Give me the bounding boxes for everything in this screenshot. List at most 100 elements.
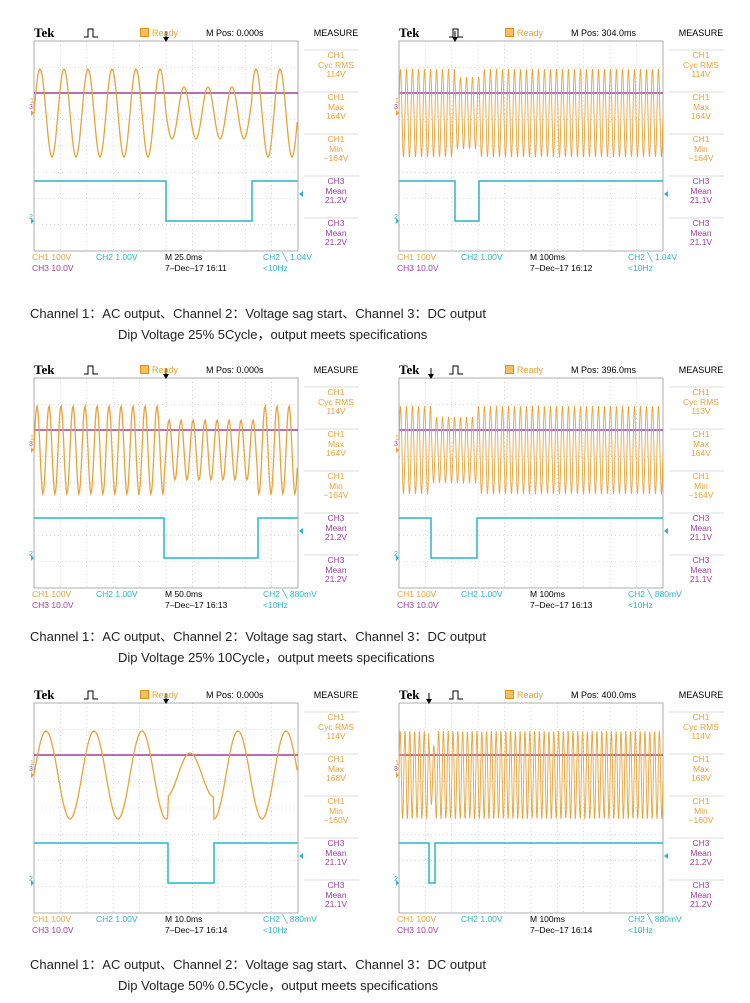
ch1-scale: CH1 100V xyxy=(32,589,72,599)
measurement-value: 164V xyxy=(326,111,346,121)
measurement-value: 164V xyxy=(691,111,711,121)
figure-caption: Channel 1：AC output、Channel 2：Voltage sa… xyxy=(30,954,486,996)
measurement-readout: CH3 Mean 21.1V xyxy=(313,880,359,910)
ch1-level-arrow xyxy=(396,447,399,453)
measurement-channel: CH1 xyxy=(327,471,345,481)
measurement-channel: CH3 xyxy=(327,513,345,523)
m-pos-readout: M Pos: 304.0ms xyxy=(571,28,637,38)
ch2-ground-marker: 2 xyxy=(394,551,398,558)
ch1-ground-marker: 1 xyxy=(30,435,34,442)
ch2-level-arrow xyxy=(396,555,399,561)
caption-line-1: Channel 1：AC output、Channel 2：Voltage sa… xyxy=(30,957,486,972)
date-time: 7–Dec–17 16:13 xyxy=(530,600,593,610)
measurement-value: −164V xyxy=(323,490,349,500)
ch3-ground-marker: 3 xyxy=(394,441,398,448)
ch3-scale: CH3 10.0V xyxy=(32,263,74,273)
measurement-value: 21.2V xyxy=(324,532,348,542)
ch2-ground-marker: 2 xyxy=(29,551,33,558)
measurement-readout: CH1 Min −164V xyxy=(313,134,359,164)
measurement-type: Mean xyxy=(325,564,347,575)
measurement-readout: CH1 Cyc RMS 114V xyxy=(313,712,359,742)
measurement-readout: CH3 Mean 21.2V xyxy=(313,176,359,206)
measurement-value: 21.1V xyxy=(689,574,713,584)
timebase: M 100ms xyxy=(530,589,565,599)
ch1-ground-marker: 1 xyxy=(30,760,34,767)
measurement-type: Mean xyxy=(690,847,712,858)
measurement-readout: CH3 Mean 21.2V xyxy=(313,218,359,248)
measurement-readout: CH3 Mean 21.2V xyxy=(313,513,359,543)
trigger-level-arrow xyxy=(299,191,303,197)
measurement-value: 21.1V xyxy=(324,899,348,909)
measurement-type: Cyc RMS xyxy=(318,59,354,70)
scope-display xyxy=(396,368,724,589)
timebase: M 10.0ms xyxy=(165,914,203,924)
ch3-ground-marker: 3 xyxy=(29,104,33,111)
status-ready: Ready xyxy=(140,25,178,41)
measurement-value: 114V xyxy=(326,406,346,416)
ch1-scale: CH1 100V xyxy=(32,914,72,924)
ch2-ground-marker: 2 xyxy=(394,214,398,221)
m-pos-readout: M Pos: 400.0ms xyxy=(571,690,637,700)
scope-display xyxy=(31,31,359,252)
ch3-ground-marker: 3 xyxy=(29,766,33,773)
measurement-value: 21.2V xyxy=(324,195,348,205)
measurement-type: Cyc RMS xyxy=(318,721,354,732)
ch2-ground-marker: 2 xyxy=(394,876,398,883)
measurement-type: Max xyxy=(692,438,710,449)
measurement-type: Min xyxy=(329,143,343,154)
measurement-type: Max xyxy=(327,763,345,774)
measurement-readout: CH1 Cyc RMS 114V xyxy=(313,387,359,417)
ch1-ac-trace xyxy=(33,403,298,497)
measurement-readout: CH1 Cyc RMS 114V xyxy=(678,50,724,80)
measurement-type: Min xyxy=(694,480,708,491)
measurement-readout: CH3 Mean 21.1V xyxy=(678,513,724,543)
measurement-type: Min xyxy=(694,143,708,154)
trigger-position-icon xyxy=(426,699,432,704)
measurement-readout: CH1 Min −164V xyxy=(678,134,724,164)
measurement-value: 21.2V xyxy=(324,574,348,584)
measure-title: MEASURE xyxy=(678,690,724,700)
trigger-frequency: <10Hz xyxy=(263,600,288,610)
scope-display xyxy=(396,693,724,914)
scope-display xyxy=(31,368,359,589)
measurement-readout: CH3 Mean 21.1V xyxy=(678,176,724,206)
measurement-channel: CH1 xyxy=(692,134,710,144)
ch2-level-arrow xyxy=(31,880,34,886)
measurement-channel: CH1 xyxy=(692,471,710,481)
trigger-level-arrow xyxy=(299,853,303,859)
pulse-trigger-icon xyxy=(449,365,463,375)
trigger-level-arrow xyxy=(664,191,668,197)
measurement-readout: CH3 Mean 21.1V xyxy=(678,218,724,248)
measurement-type: Mean xyxy=(690,889,712,900)
ch2-scale: CH2 1.00V xyxy=(96,252,138,262)
trigger-level-arrow xyxy=(299,528,303,534)
ch1-ac-trace xyxy=(398,730,664,820)
status-ready: Ready xyxy=(505,362,543,378)
m-pos-readout: M Pos: 0.000s xyxy=(206,28,264,38)
figure-caption: Channel 1：AC output、Channel 2：Voltage sa… xyxy=(30,626,486,668)
measurement-readout: CH1 Min −160V xyxy=(313,796,359,826)
date-time: 7–Dec–17 16:13 xyxy=(165,600,228,610)
measurement-value: 114V xyxy=(691,69,711,79)
measurement-channel: CH3 xyxy=(327,880,345,890)
caption-line-2: Dip Voltage 50% 0.5Cycle，output meets sp… xyxy=(118,978,439,993)
ch1-level-arrow xyxy=(396,110,399,116)
measurement-type: Mean xyxy=(325,847,347,858)
trigger-position-icon xyxy=(452,37,458,42)
measurement-type: Cyc RMS xyxy=(683,59,719,70)
measurement-value: 21.1V xyxy=(689,237,713,247)
caption-line-2: Dip Voltage 25% 10Cycle，output meets spe… xyxy=(118,650,435,665)
trigger-frequency: <10Hz xyxy=(263,263,288,273)
timebase: M 100ms xyxy=(530,914,565,924)
measurement-readout: CH1 Max 164V xyxy=(313,429,359,459)
status-ready: Ready xyxy=(505,687,543,703)
measurement-channel: CH1 xyxy=(692,92,710,102)
measurement-type: Max xyxy=(327,101,345,112)
m-pos-readout: M Pos: 0.000s xyxy=(206,690,264,700)
ch1-level-arrow xyxy=(31,447,34,453)
ch1-ac-trace xyxy=(33,68,298,158)
measurement-value: 21.1V xyxy=(689,532,713,542)
ch1-level-arrow xyxy=(31,110,34,116)
measurement-channel: CH1 xyxy=(692,50,710,60)
pulse-trigger-icon xyxy=(84,365,98,375)
